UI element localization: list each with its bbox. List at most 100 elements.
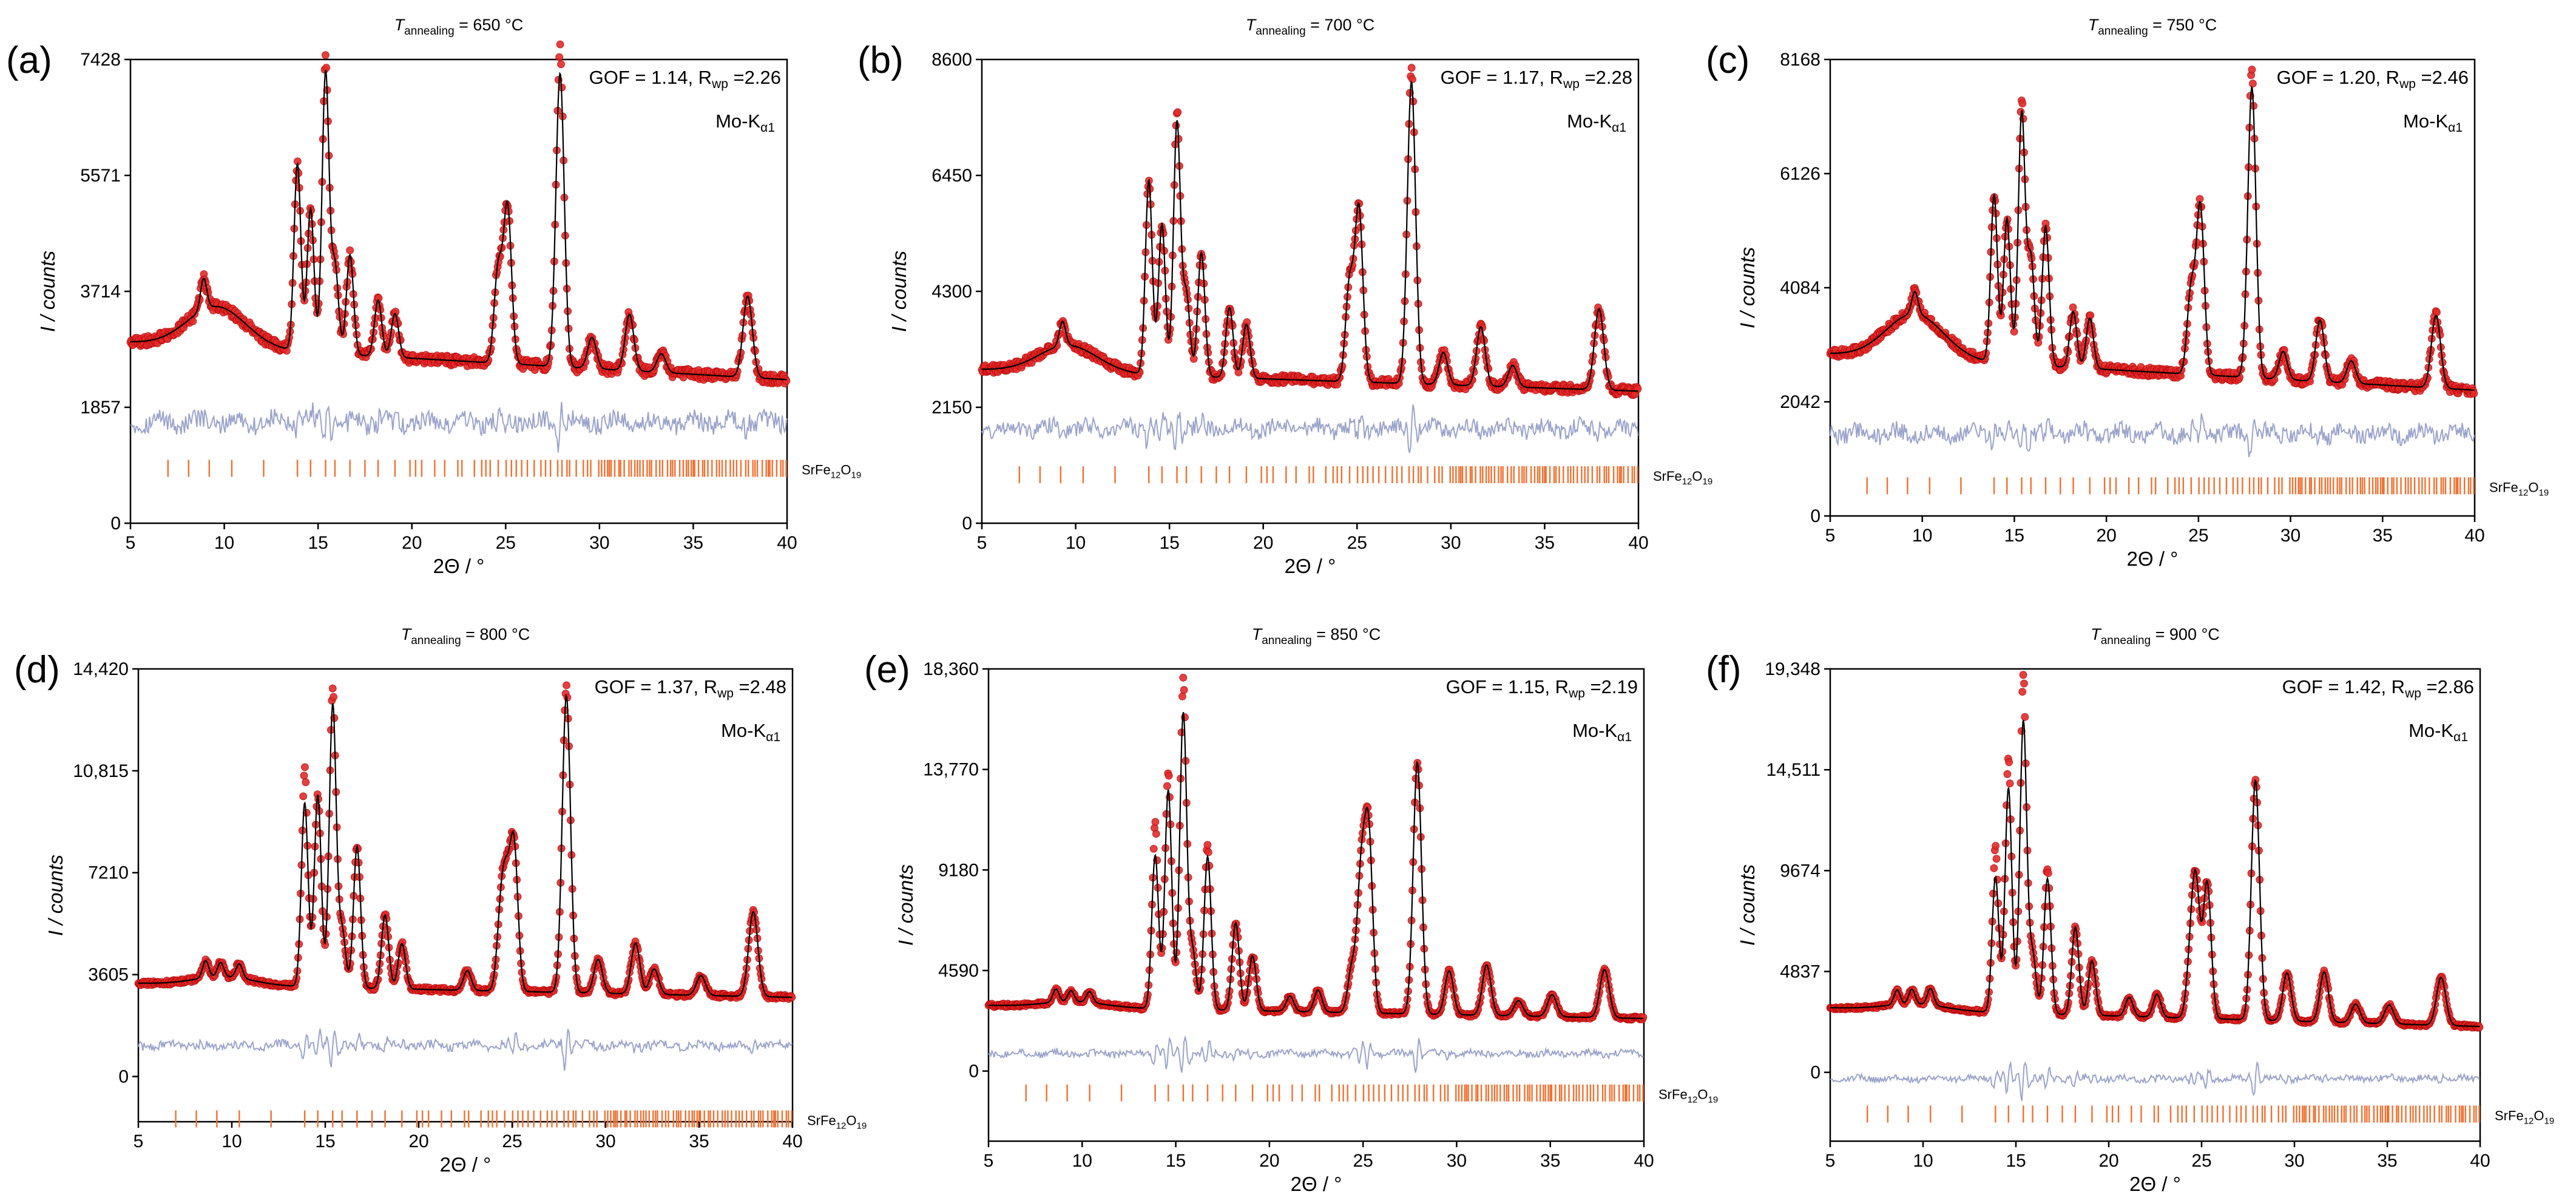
axes-frame — [981, 58, 1640, 524]
phase-sub-1: 12 — [1682, 476, 1692, 487]
phase-sub-2: 19 — [1703, 476, 1713, 487]
observed-point — [1180, 686, 1188, 694]
observed-point — [2018, 100, 2027, 107]
observed-point — [1992, 855, 2001, 863]
phase-sub-2: 19 — [857, 1121, 867, 1131]
title-subscript: annealing — [411, 634, 461, 647]
bragg-ticks — [1866, 1105, 2480, 1123]
observed-point — [1179, 674, 1188, 682]
title-value: = 700 °C — [1306, 16, 1375, 34]
phase-sub-1: 12 — [836, 1121, 847, 1131]
x-tick-label: 5 — [977, 533, 987, 553]
observed-point — [2248, 66, 2256, 73]
x-tick-label: 5 — [126, 533, 136, 553]
panel-label: (a) — [6, 39, 52, 81]
x-axis-label: 2Θ / ° — [1285, 555, 1336, 577]
gof-text: GOF = 1.15, R — [1446, 676, 1569, 697]
radiation-annotation: Mo-Kα1 — [721, 720, 780, 744]
panel-title: Tannealing = 800 °C — [401, 625, 530, 647]
x-axis-label: 2Θ / ° — [440, 1153, 492, 1176]
rwp-value: =2.28 — [1580, 67, 1632, 88]
phase-mid: O — [2528, 480, 2538, 495]
y-tick-label: 0 — [118, 1066, 129, 1087]
x-axis-label: 2Θ / ° — [1291, 1173, 1342, 1195]
gof-text: GOF = 1.14, R — [589, 67, 712, 88]
x-tick-label: 35 — [683, 533, 703, 553]
x-tick-label: 25 — [1347, 533, 1367, 553]
y-tick-label: 4590 — [938, 961, 979, 981]
x-tick-label: 5 — [134, 1131, 144, 1151]
observed-point — [2470, 389, 2478, 398]
bragg-ticks — [1866, 477, 2475, 495]
observed-point — [1165, 771, 1173, 780]
observed-points — [1826, 66, 2478, 398]
y-tick-label: 1857 — [80, 398, 121, 418]
observed-point — [1639, 1013, 1648, 1022]
observed-point — [2069, 303, 2077, 311]
phase-label: SrFe12O19 — [1653, 469, 1712, 487]
observed-point — [1992, 842, 2000, 850]
y-tick-label: 7428 — [80, 50, 121, 70]
phase-label: SrFe12O19 — [2495, 1108, 2554, 1126]
phase-name: SrFe — [802, 462, 831, 477]
axes-frame — [1829, 58, 2476, 517]
x-tick-label: 20 — [408, 1131, 428, 1151]
x-tick-label: 40 — [777, 533, 797, 553]
title-value: = 800 °C — [461, 625, 530, 643]
panel-label: (b) — [857, 39, 904, 81]
panel-title: Tannealing = 650 °C — [394, 16, 524, 38]
x-tick-label: 40 — [1634, 1151, 1654, 1171]
x-tick-label: 10 — [221, 1131, 242, 1151]
observed-points — [1826, 671, 2484, 1032]
y-tick-label: 13,770 — [923, 760, 979, 780]
phase-label: SrFe12O19 — [807, 1113, 867, 1131]
radiation-annotation: Mo-Kα1 — [1572, 720, 1632, 744]
observed-point — [1149, 845, 1158, 853]
chart-panel-e: SrFe12O19 5 10 15 20 25 30 35 40 0 4590 9180 13,770 1… — [864, 625, 1718, 1195]
y-axis-label: I / counts — [888, 251, 910, 332]
observed-point — [557, 60, 565, 69]
calculated-curve — [138, 694, 793, 999]
panel-title: Tannealing = 750 °C — [2088, 16, 2217, 38]
radiation-subscript: α1 — [1617, 730, 1632, 744]
x-tick-label: 10 — [214, 533, 234, 553]
calculated-curve — [1830, 85, 2475, 391]
observed-point — [1163, 782, 1171, 790]
phase-sub-2: 19 — [2544, 1116, 2555, 1126]
y-tick-label: 3714 — [80, 282, 121, 302]
y-tick-label: 0 — [110, 514, 121, 534]
observed-point — [322, 51, 330, 59]
axes-frame — [129, 58, 788, 524]
x-tick-label: 5 — [984, 1151, 994, 1171]
panel-title: Tannealing = 700 °C — [1246, 16, 1375, 38]
phase-mid: O — [1697, 1087, 1708, 1102]
axes-frame — [137, 668, 794, 1123]
observed-point — [330, 693, 337, 701]
difference-curve — [130, 402, 788, 453]
observed-point — [346, 246, 354, 254]
x-tick-label: 25 — [1353, 1151, 1373, 1171]
observed-point — [300, 771, 308, 780]
observed-point — [299, 792, 308, 801]
observed-point — [556, 40, 564, 49]
x-tick-label: 30 — [1447, 1151, 1467, 1171]
y-tick-label: 6126 — [1780, 164, 1820, 184]
radiation-subscript: α1 — [2448, 121, 2463, 135]
y-tick-label: 9180 — [938, 860, 979, 880]
rwp-subscript: wp — [711, 77, 728, 91]
y-tick-label: 8168 — [1780, 50, 1820, 70]
observed-point — [300, 763, 309, 771]
observed-point — [1203, 841, 1212, 849]
y-tick-label: 4300 — [931, 282, 972, 302]
phase-mid: O — [1692, 469, 1702, 484]
gof-annotation: GOF = 1.14, Rwp =2.26 — [589, 67, 781, 91]
rwp-value: =2.48 — [734, 676, 786, 697]
difference-curve — [138, 1028, 793, 1071]
difference-curve — [1830, 413, 2475, 458]
x-tick-label: 15 — [1166, 1151, 1186, 1171]
gof-annotation: GOF = 1.17, Rwp =2.28 — [1441, 67, 1632, 91]
panel-title: Tannealing = 850 °C — [1252, 625, 1381, 647]
x-tick-label: 15 — [308, 533, 328, 553]
